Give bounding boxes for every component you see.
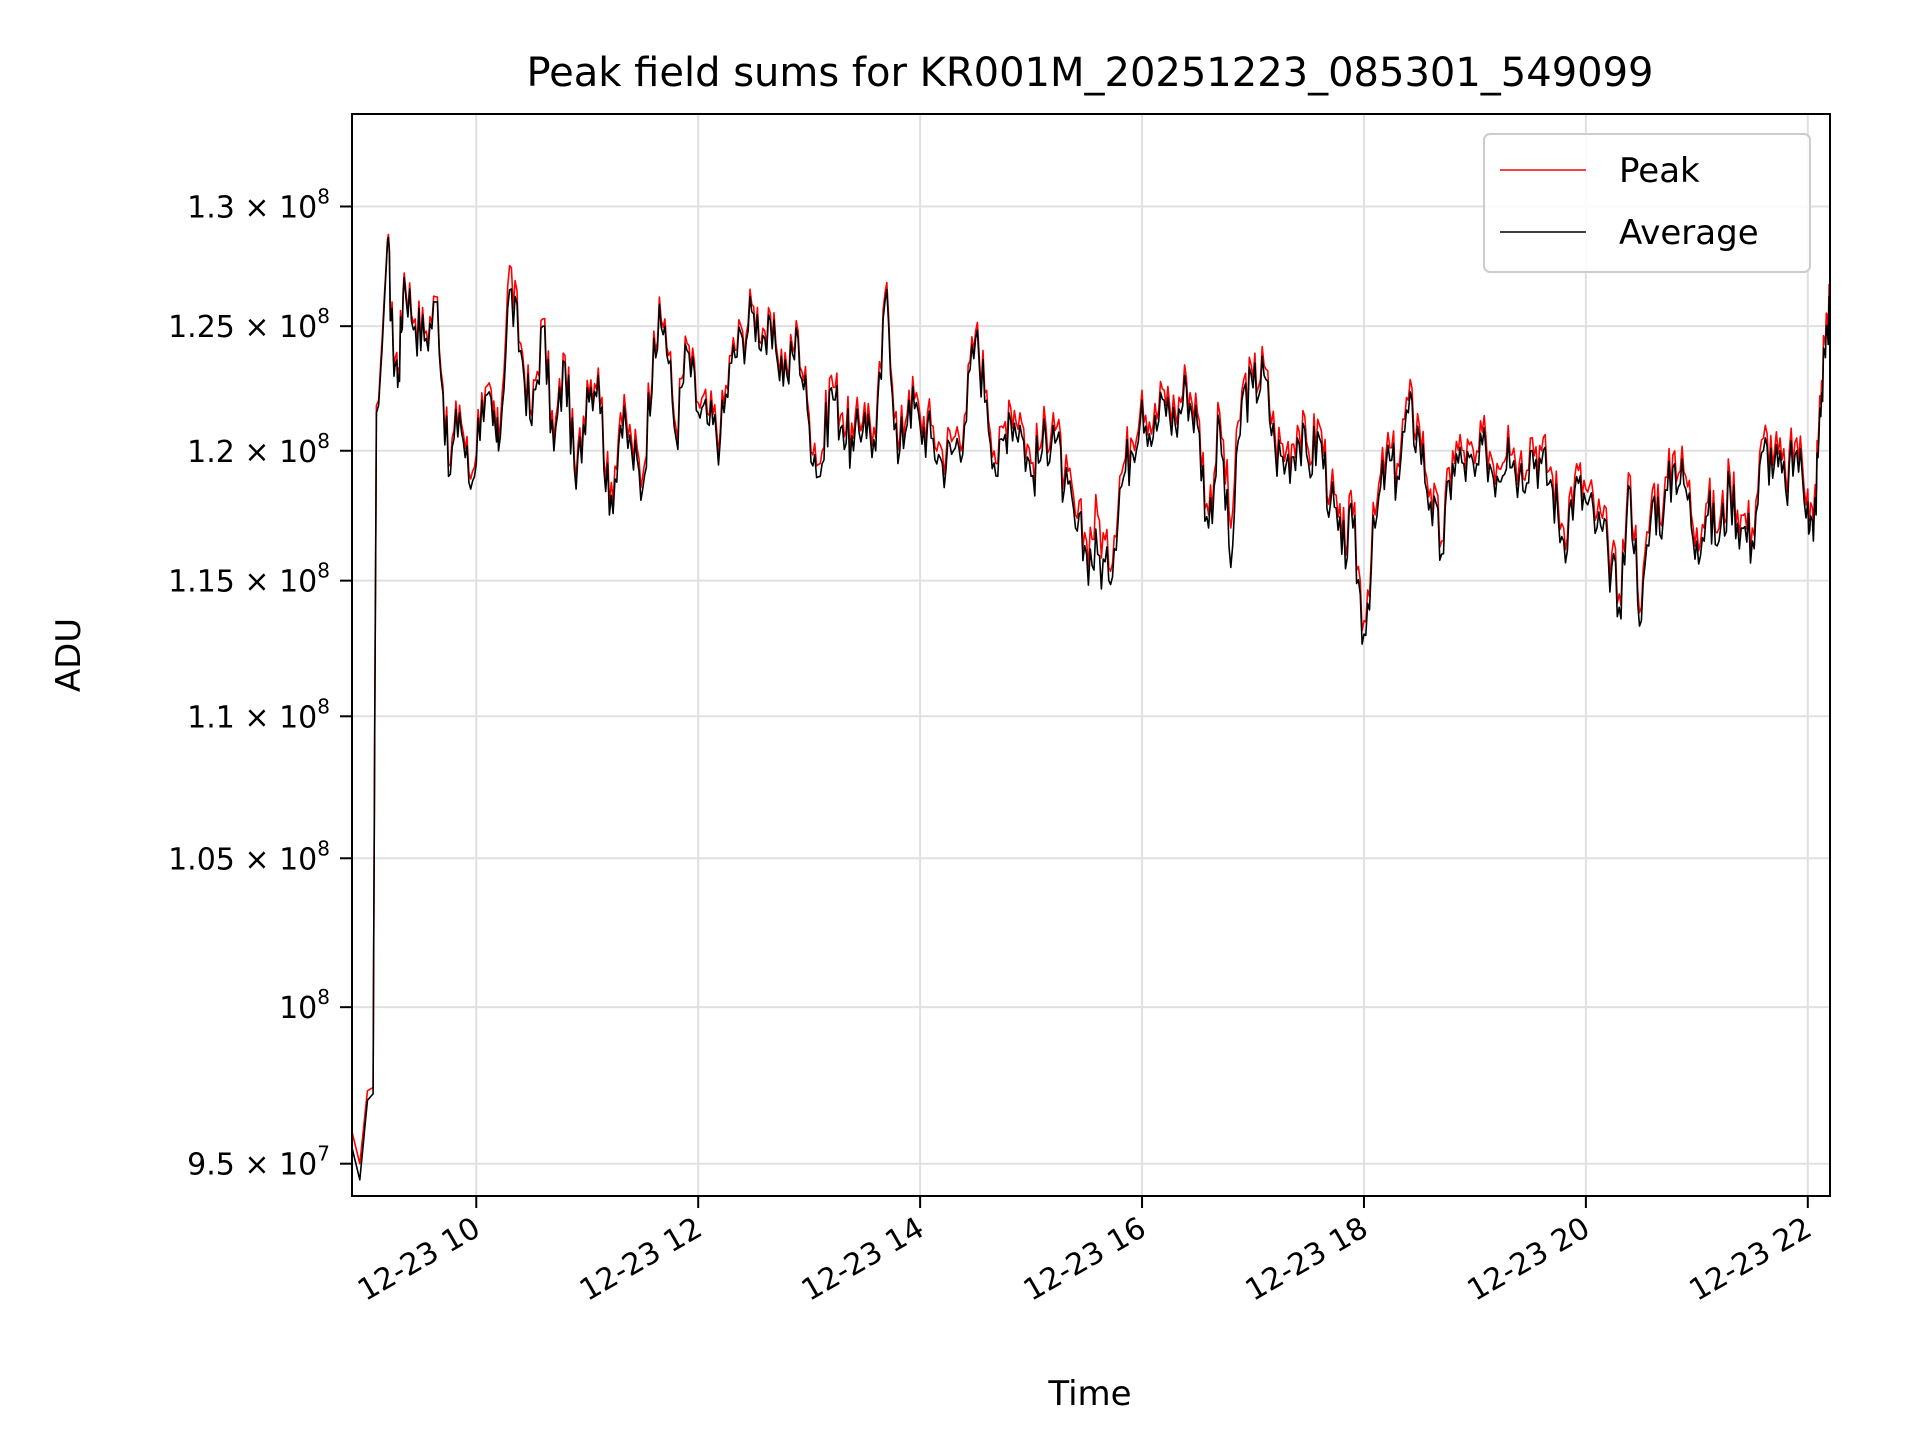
y-tick-label: 1.1 × 108 xyxy=(187,694,330,735)
chart-title: Peak field sums for KR001M_20251223_0853… xyxy=(526,50,1653,96)
y-tick-label: 1.3 × 108 xyxy=(187,184,330,225)
y-axis-label: ADU xyxy=(49,618,89,692)
grid xyxy=(352,114,1830,1196)
peak-series-line xyxy=(352,233,1830,1165)
legend-average-label: Average xyxy=(1619,213,1759,253)
y-tick-label: 1.15 × 108 xyxy=(168,559,330,600)
y-axis: 9.5 × 107 108 1.05 × 108 1.1 × 108 1.15 × 10… xyxy=(168,184,352,1183)
plot-frame xyxy=(351,113,1831,1197)
average-series-line xyxy=(352,236,1830,1181)
y-tick-label: 1.25 × 108 xyxy=(168,304,330,345)
y-tick-label: 1.2 × 108 xyxy=(187,429,330,470)
y-tick-label: 9.5 × 107 xyxy=(187,1142,330,1183)
x-axis-label: Time xyxy=(1047,1374,1131,1414)
legend-peak-label: Peak xyxy=(1619,151,1700,191)
y-tick-label: 1.05 × 108 xyxy=(168,836,330,877)
legend-box xyxy=(1483,133,1811,273)
y-tick-label: 108 xyxy=(279,985,330,1026)
legend: Peak Average xyxy=(1483,133,1811,273)
